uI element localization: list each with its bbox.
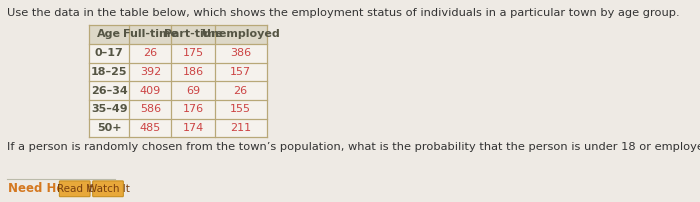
Bar <box>90 44 267 63</box>
Text: If a person is randomly chosen from the town’s population, what is the probabili: If a person is randomly chosen from the … <box>7 142 700 153</box>
Bar <box>90 63 267 81</box>
Text: 155: 155 <box>230 104 251 114</box>
Text: Unemployed: Unemployed <box>202 29 279 39</box>
Bar <box>90 25 267 44</box>
Text: 18–25: 18–25 <box>91 67 127 77</box>
Text: 386: 386 <box>230 48 251 58</box>
Text: 409: 409 <box>140 86 161 96</box>
Bar <box>90 81 267 100</box>
Text: 26–34: 26–34 <box>91 86 127 96</box>
Text: 211: 211 <box>230 123 251 133</box>
Text: 175: 175 <box>183 48 204 58</box>
Bar <box>90 100 267 119</box>
Text: 35–49: 35–49 <box>91 104 127 114</box>
Text: 186: 186 <box>183 67 204 77</box>
Text: Use the data in the table below, which shows the employment status of individual: Use the data in the table below, which s… <box>7 8 679 18</box>
Text: Watch It: Watch It <box>87 184 130 194</box>
Bar <box>90 119 267 138</box>
Text: Full-time: Full-time <box>122 29 178 39</box>
Text: 26: 26 <box>144 48 158 58</box>
Text: 69: 69 <box>186 86 200 96</box>
FancyBboxPatch shape <box>60 181 90 197</box>
Text: 176: 176 <box>183 104 204 114</box>
Text: Need Help?: Need Help? <box>8 182 84 195</box>
Text: 50+: 50+ <box>97 123 122 133</box>
Text: Part-time: Part-time <box>164 29 223 39</box>
Text: 485: 485 <box>140 123 161 133</box>
Text: Age: Age <box>97 29 121 39</box>
Text: 586: 586 <box>140 104 161 114</box>
Text: 26: 26 <box>234 86 248 96</box>
Text: Read It: Read It <box>57 184 93 194</box>
Text: 174: 174 <box>183 123 204 133</box>
Text: 157: 157 <box>230 67 251 77</box>
Text: 392: 392 <box>140 67 161 77</box>
FancyBboxPatch shape <box>92 181 123 197</box>
Text: 0–17: 0–17 <box>95 48 124 58</box>
